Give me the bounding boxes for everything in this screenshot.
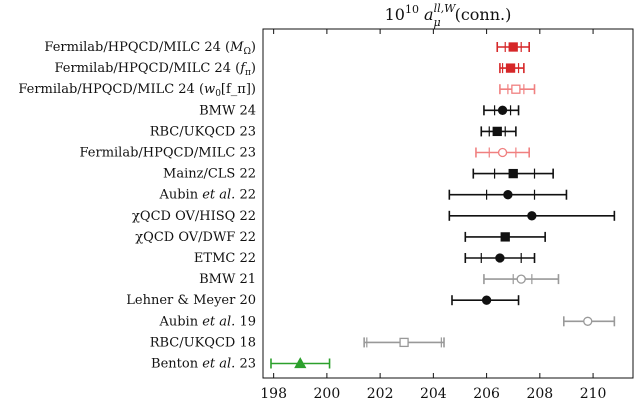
row-label: Lehner & Meyer 20 xyxy=(126,293,256,308)
data-point xyxy=(492,126,502,137)
data-point xyxy=(495,253,505,263)
data-row xyxy=(363,337,445,348)
row-label: Benton et al. 23 xyxy=(151,357,256,372)
row-label: RBC/UKQCD 18 xyxy=(150,335,256,350)
data-point xyxy=(516,274,526,284)
data-row xyxy=(448,189,568,200)
data-point xyxy=(497,147,508,158)
x-tick-label: 208 xyxy=(526,386,553,402)
x-axis: 198 200 202 204 206 208 210 xyxy=(260,29,606,402)
x-tick-label: 198 xyxy=(260,386,287,402)
data-row xyxy=(483,274,560,285)
row-label: Fermilab/HPQCD/MILC 24 (fπ) xyxy=(54,61,256,78)
data-point xyxy=(481,295,492,305)
data-point xyxy=(505,63,516,73)
data-point xyxy=(511,84,521,94)
data-point xyxy=(527,211,537,221)
x-tick-label: 210 xyxy=(580,386,607,402)
row-label: Fermilab/HPQCD/MILC 23 xyxy=(79,146,256,161)
row-label: RBC/UKQCD 23 xyxy=(150,124,256,139)
data-row xyxy=(475,147,530,158)
data-point xyxy=(508,168,518,179)
data-row xyxy=(464,253,536,263)
x-tick-label: 202 xyxy=(367,386,394,402)
data-row xyxy=(464,231,546,242)
data-rows xyxy=(270,42,616,369)
data-point xyxy=(500,232,510,242)
data-row xyxy=(451,295,520,306)
x-tick-label: 200 xyxy=(314,386,341,402)
data-row xyxy=(496,42,530,52)
row-label: ETMC 22 xyxy=(194,251,256,266)
plot-frame xyxy=(262,28,634,379)
row-label: Fermilab/HPQCD/MILC 24 (MΩ) xyxy=(44,40,256,57)
data-point xyxy=(294,357,307,369)
data-point xyxy=(503,190,513,200)
row-labels: Fermilab/HPQCD/MILC 24 (MΩ) Fermilab/HPQC… xyxy=(18,40,256,372)
data-row xyxy=(270,357,331,369)
data-row xyxy=(448,210,616,221)
chart-title: 1010 all,W μ (conn.) xyxy=(385,2,512,29)
row-label: χQCD OV/HISQ 22 xyxy=(132,209,256,224)
data-row xyxy=(499,84,536,95)
data-row xyxy=(480,126,517,137)
x-tick-label: 206 xyxy=(473,386,500,402)
data-point xyxy=(497,105,508,115)
row-label: Fermilab/HPQCD/MILC 24 (w0[f_π]) xyxy=(18,82,256,99)
data-point xyxy=(583,316,593,326)
row-label: BMW 24 xyxy=(199,103,256,118)
data-row xyxy=(472,168,554,179)
row-label: BMW 21 xyxy=(199,272,256,287)
row-label: Aubin et al. 19 xyxy=(158,314,256,329)
data-point xyxy=(508,42,518,52)
data-row xyxy=(499,63,525,74)
row-label: Mainz/CLS 22 xyxy=(163,167,256,182)
row-label: Aubin et al. 22 xyxy=(158,188,256,203)
data-row xyxy=(483,105,520,116)
data-point xyxy=(399,337,409,348)
row-label: χQCD OV/DWF 22 xyxy=(135,230,256,245)
data-row xyxy=(562,316,616,327)
x-tick-label: 204 xyxy=(420,386,447,402)
